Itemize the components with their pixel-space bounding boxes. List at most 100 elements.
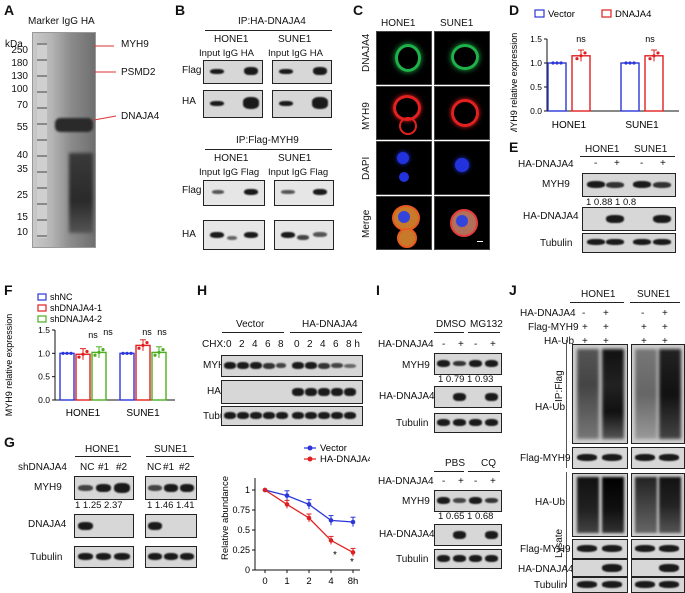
panel-label-f: F — [4, 282, 13, 298]
i-bottom-row-ha-dnaja4: HA-DNAJA4 — [379, 529, 435, 540]
g-quant-sune1: 1 1.46 1.41 — [147, 500, 195, 511]
blot-j-lysate-tubulin-sune1 — [631, 577, 685, 593]
b-cell-hone1: HONE1 — [214, 34, 249, 45]
legend-marker-vector — [307, 445, 313, 451]
blot-e-tubulin — [582, 233, 676, 253]
e-sign-4: + — [660, 158, 666, 169]
e-row-ha-dnaja4: HA-DNAJA4 — [523, 211, 579, 222]
e-quant: 1 0.88 1 0.8 — [586, 197, 637, 208]
f-ylabel: MYH9 relative expression — [4, 314, 14, 417]
b-top-divider — [205, 30, 332, 31]
x-tick-label: 1 — [284, 576, 289, 587]
data-point-0-1 — [284, 493, 290, 498]
e-row-tubulin: Tubulin — [540, 238, 573, 249]
c-col-sune1: SUNE1 — [440, 18, 474, 29]
f-group-sune1: SUNE1 — [126, 408, 160, 419]
b-cell-hone1-bottom: HONE1 — [214, 153, 249, 164]
data-point — [551, 61, 555, 65]
data-point — [628, 61, 632, 65]
data-point — [141, 343, 145, 347]
g-quant-hone1: 1 1.25 2.37 — [75, 500, 123, 511]
i-row-myh9: MYH9 — [402, 360, 430, 371]
blot-b-top-flag-sune1 — [272, 60, 332, 84]
kda-tick-9: 15 — [16, 212, 28, 223]
h-lane-7: 4 — [320, 339, 326, 350]
j-ip-row-ha-ub: HA-Ub — [535, 402, 566, 413]
data-point — [69, 351, 73, 355]
micrograph-hone1-dapi — [376, 141, 432, 195]
y-tick-label: 0.5 — [530, 82, 542, 92]
f-ns-1: ns — [88, 330, 98, 340]
lane-header-a: Marker IgG HA — [28, 17, 95, 27]
blot-i-bottom-ha-dnaja4 — [434, 524, 502, 546]
data-point — [121, 351, 125, 355]
bar-shdnaja4-1-sune1 — [135, 344, 151, 401]
i-quant: 1 0.79 1 0.93 — [438, 374, 494, 385]
g-row-dnaja4: DNAJA4 — [28, 519, 67, 530]
blot-g-myh9-sune1 — [145, 476, 197, 500]
j-treat-flag-myh9: Flag-MYH9 — [528, 322, 579, 333]
g-lane-2: #1 — [98, 462, 110, 473]
c-row-dapi: DAPI — [361, 156, 372, 180]
j-divider-hone1 — [570, 302, 624, 303]
blot-b-bottom-ha-hone1 — [203, 220, 265, 250]
micrograph-hone1-merge — [376, 196, 432, 250]
micrograph-hone1-dnaja4 — [376, 31, 432, 85]
bar-shdnaja4-2-sune1 — [151, 351, 167, 401]
y-tick-label: 0.0 — [530, 106, 542, 116]
i-bottom-quant: 1 0.65 1 0.68 — [438, 511, 494, 522]
g-cell-sune1: SUNE1 — [154, 444, 188, 455]
h-lane-5: 0 — [294, 339, 300, 350]
h-group-vector: Vector — [236, 319, 265, 330]
blot-g-dnaja4-sune1 — [145, 514, 197, 538]
blot-j-lysate-ha-ub-hone1 — [572, 473, 628, 537]
b-top-title: IP:HA-DNAJA4 — [238, 16, 306, 27]
b-bottom-divider — [205, 149, 332, 150]
h-row-tubulin: Tubulin — [203, 411, 236, 422]
j-ip-row-flag-myh9: Flag-MYH9 — [520, 453, 571, 464]
annotation-myh9: MYH9 — [121, 39, 149, 50]
data-point-1-1 — [284, 502, 290, 507]
kda-tick-1: 180 — [11, 58, 28, 69]
y-tick-label: 1.0 — [530, 58, 542, 68]
blot-j-ip-flag-myh9-hone1 — [572, 447, 628, 469]
kda-tick-4: 70 — [16, 100, 28, 111]
panel-label-d: D — [509, 2, 520, 18]
j-lysate-row-tubulin: Tubulin — [534, 580, 567, 591]
annotation-psmd2: PSMD2 — [121, 67, 156, 78]
j-sign-r3-1: + — [582, 336, 588, 347]
bar-shnc-sune1 — [119, 352, 135, 401]
kda-tick-10: 10 — [16, 227, 28, 238]
c-row-myh9: MYH9 — [361, 102, 372, 130]
blot-j-lysate-ha-dnaja4-hone1 — [572, 559, 628, 577]
j-sign-r2-3: + — [641, 322, 647, 333]
bar-shnc-hone1 — [59, 352, 75, 401]
bar-shdnaja4-2-hone1 — [91, 351, 107, 401]
blot-i-myh9 — [434, 353, 502, 375]
data-point — [656, 51, 660, 55]
data-point — [81, 352, 85, 356]
blot-g-myh9-hone1 — [74, 476, 134, 500]
data-point-1-4 — [350, 550, 356, 555]
gel-image — [32, 32, 96, 248]
i-row-tubulin: Tubulin — [396, 418, 429, 429]
y-tick-label: 0.25 — [232, 545, 250, 555]
g-lane-5: #1 — [163, 462, 175, 473]
g-lane-4: NC — [147, 462, 162, 473]
b-row-flag: Flag — [182, 65, 202, 76]
kda-tick-5: 55 — [16, 122, 28, 133]
blot-h-ha — [221, 380, 363, 404]
x-tick-label: 0 — [262, 576, 267, 587]
kda-tick-7: 35 — [16, 164, 28, 175]
legend-label-dnaja4: DNAJA4 — [615, 9, 651, 20]
b-bottom-row-flag: Flag — [182, 185, 202, 196]
data-point — [77, 355, 81, 359]
b-cell-sune1-bottom: SUNE1 — [278, 153, 312, 164]
kda-tick-0: 250 — [11, 45, 28, 56]
bar-dnaja4-hone1 — [571, 55, 591, 112]
kda-tick-8: 25 — [16, 190, 28, 201]
g-divider-sune1 — [146, 456, 194, 457]
h-lane-1: 2 — [239, 339, 245, 350]
data-point-0-4 — [350, 519, 356, 525]
g-treat-label: shDNAJA4 — [18, 462, 67, 473]
